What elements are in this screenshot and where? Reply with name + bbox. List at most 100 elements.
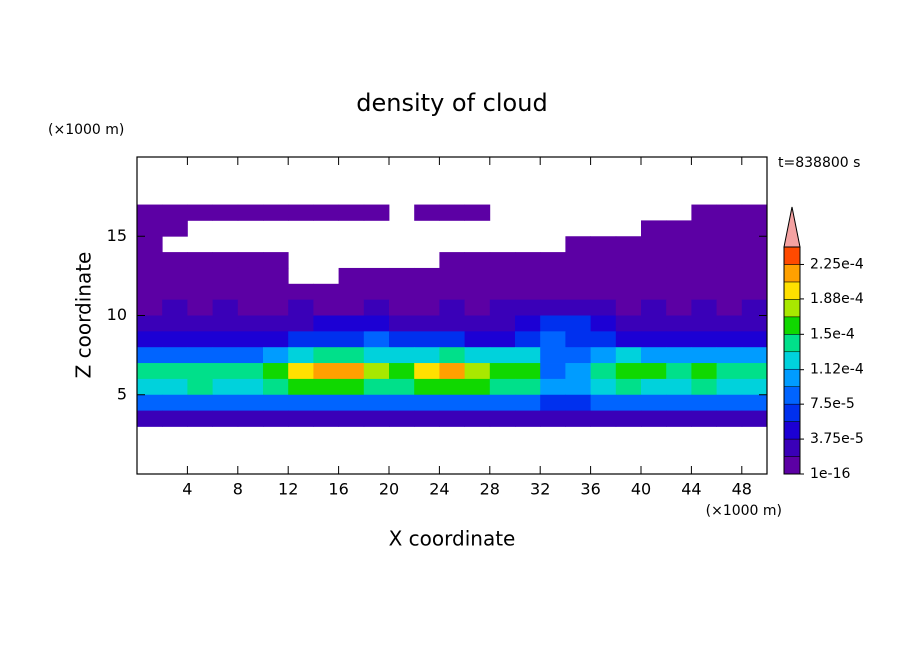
contour-cell [313,315,339,332]
contour-cell [313,347,339,364]
contour-cell [439,331,465,348]
contour-cell [389,394,415,411]
contour-cell [464,315,491,332]
contour-cell [716,283,743,301]
contour-cell [666,394,692,411]
contour-cell [641,315,667,332]
contour-cell [691,378,717,396]
contour-cell [313,394,339,411]
contour-cell [137,331,163,348]
time-label: t=838800 s [778,155,860,171]
contour-cell [666,410,692,427]
contour-cell [338,363,365,380]
contour-cell [338,299,365,316]
contour-cell [666,252,692,269]
contour-cell [389,347,415,364]
contour-cell [615,378,642,396]
contour-cell [162,394,188,411]
x-tick-label: 36 [580,480,600,499]
contour-cell [515,252,541,269]
contour-cell [515,394,541,411]
contour-cell [414,267,440,285]
contour-cell [641,410,667,427]
contour-cell [540,378,566,396]
contour-cell [565,315,591,332]
contour-cell [515,315,541,332]
contour-cell [162,267,188,285]
contour-cell [716,204,743,221]
contour-cell [590,236,617,253]
contour-cell [338,331,365,348]
contour-cell [288,363,314,380]
contour-cell [363,378,390,396]
contour-cell [590,299,617,316]
contour-cell [615,267,642,285]
contour-cell [313,410,339,427]
contour-cell [716,378,743,396]
contour-cell [439,410,465,427]
contour-cell [212,252,239,269]
contour-cell [389,363,415,380]
contour-cell [162,410,188,427]
colorbar-tick-label: 1.5e-4 [810,326,855,342]
contour-cell [187,252,213,269]
contour-cell [540,315,566,332]
contour-cell [615,315,642,332]
contour-cell [263,315,289,332]
contour-cell [666,347,692,364]
contour-cell [237,204,264,221]
contour-cell [489,347,516,364]
x-tick-label: 8 [233,480,243,499]
contour-cell [187,299,213,316]
contour-cell [162,204,188,221]
contour-cell [263,204,289,221]
colorbar-band [783,438,801,457]
contour-cell [263,410,289,427]
contour-cell [363,204,390,221]
contour-cell [691,347,717,364]
contour-cell [313,204,339,221]
contour-cell [263,252,289,269]
contour-cell [263,331,289,348]
contour-cell [414,299,440,316]
contour-cell [716,331,743,348]
contour-cell [187,267,213,285]
contour-cell [741,252,768,269]
contour-cell [187,410,213,427]
contour-cell [716,220,743,237]
contour-cell [237,315,264,332]
contour-cell [237,378,264,396]
contour-cell [716,252,743,269]
contour-cell [666,236,692,253]
y-tick-label: 5 [117,384,127,403]
contour-cell [489,283,516,301]
y-unit: (×1000 m) [48,122,124,138]
contour-cell [263,378,289,396]
contour-cell [187,363,213,380]
contour-cell [187,394,213,411]
contour-cell [641,236,667,253]
contour-cell [540,363,566,380]
contour-cell [716,267,743,285]
contour-cell [137,394,163,411]
colorbar-band [783,316,801,335]
x-tick-label: 20 [379,480,399,499]
contour-cell [237,363,264,380]
contour-cell [741,204,768,221]
contour-cell [439,394,465,411]
contour-cell [565,347,591,364]
contour-cell [288,315,314,332]
contour-cell [137,267,163,285]
contour-cell [313,283,339,301]
contour-cell [666,220,692,237]
contour-cell [691,267,717,285]
contour-cell [716,363,743,380]
contour-cell [439,267,465,285]
colorbar-band [783,299,801,318]
contour-cell [691,236,717,253]
contour-cell [338,347,365,364]
colorbar-frame [783,246,801,475]
colorbar-band [783,368,801,387]
contour-cell [363,331,390,348]
